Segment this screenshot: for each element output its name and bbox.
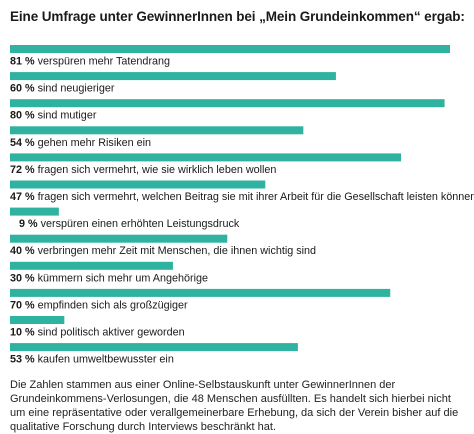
bar-label-11: 10 % sind politisch aktiver geworden xyxy=(10,327,185,339)
bar-12 xyxy=(10,343,298,352)
bar-label-3: 80 % sind mutiger xyxy=(10,110,97,122)
bar-1 xyxy=(10,45,450,53)
bar-3 xyxy=(10,99,445,108)
value-label: 47 % xyxy=(10,191,35,203)
bar-label-1: 81 % verspüren mehr Tatendrang xyxy=(10,56,170,68)
value-label: 70 % xyxy=(10,299,35,311)
bar-4 xyxy=(10,126,304,135)
category-label: verspüren einen erhöhten Leistungsdruck xyxy=(38,218,240,230)
value-label: 72 % xyxy=(10,164,35,176)
bar-label-12: 53 % kaufen umweltbewusster ein xyxy=(10,354,174,366)
category-label: kaufen umweltbewusster ein xyxy=(35,354,174,366)
value-label: 60 % xyxy=(10,83,35,95)
chart-title: Eine Umfrage unter GewinnerInnen bei „Me… xyxy=(10,9,465,24)
category-label: gehen mehr Risiken ein xyxy=(35,137,151,149)
bar-label-10: 70 % empfinden sich als großzügiger xyxy=(10,299,188,311)
value-label: 9 % xyxy=(19,218,38,230)
category-label: kümmern sich mehr um Angehörige xyxy=(35,272,208,284)
bar-9 xyxy=(10,261,173,270)
category-label: empfinden sich als großzügiger xyxy=(35,299,188,311)
bar-label-4: 54 % gehen mehr Risiken ein xyxy=(10,137,151,149)
bar-5 xyxy=(10,153,402,162)
bar-6 xyxy=(10,180,266,189)
category-label: sind politisch aktiver geworden xyxy=(35,327,185,339)
bar-10 xyxy=(10,288,391,297)
bar-label-9: 30 % kümmern sich mehr um Angehörige xyxy=(10,272,208,284)
bar-label-8: 40 % verbringen mehr Zeit mit Menschen, … xyxy=(10,245,316,257)
category-label: sind neugieriger xyxy=(35,83,115,95)
value-label: 30 % xyxy=(10,272,35,284)
source-note: Die Zahlen stammen aus einer Online-Selb… xyxy=(10,379,459,433)
category-label: fragen sich vermehrt, welchen Beitrag si… xyxy=(35,191,474,203)
bar-label-2: 60 % sind neugieriger xyxy=(10,83,115,95)
category-label: sind mutiger xyxy=(35,110,97,122)
category-label: verbringen mehr Zeit mit Menschen, die i… xyxy=(35,245,316,257)
value-label: 54 % xyxy=(10,137,35,149)
value-label: 80 % xyxy=(10,110,35,122)
bar-label-6: 47 % fragen sich vermehrt, welchen Beitr… xyxy=(10,191,474,203)
bar-label-5: 72 % fragen sich vermehrt, wie sie wirkl… xyxy=(10,164,276,176)
bar-8 xyxy=(10,234,228,243)
category-label: fragen sich vermehrt, wie sie wirklich l… xyxy=(35,164,277,176)
value-label: 81 % xyxy=(10,56,35,68)
value-label: 40 % xyxy=(10,245,35,257)
value-label: 10 % xyxy=(10,327,35,339)
value-label: 53 % xyxy=(10,354,35,366)
bar-chart: 81 % verspüren mehr Tatendrang 60 % sind … xyxy=(10,45,474,366)
bar-2 xyxy=(10,72,336,81)
bar-7 xyxy=(10,207,59,216)
bar-label-7: 9 % verspüren einen erhöhten Leistungsdr… xyxy=(19,218,240,230)
bar-11 xyxy=(10,316,65,324)
category-label: verspüren mehr Tatendrang xyxy=(35,56,170,68)
